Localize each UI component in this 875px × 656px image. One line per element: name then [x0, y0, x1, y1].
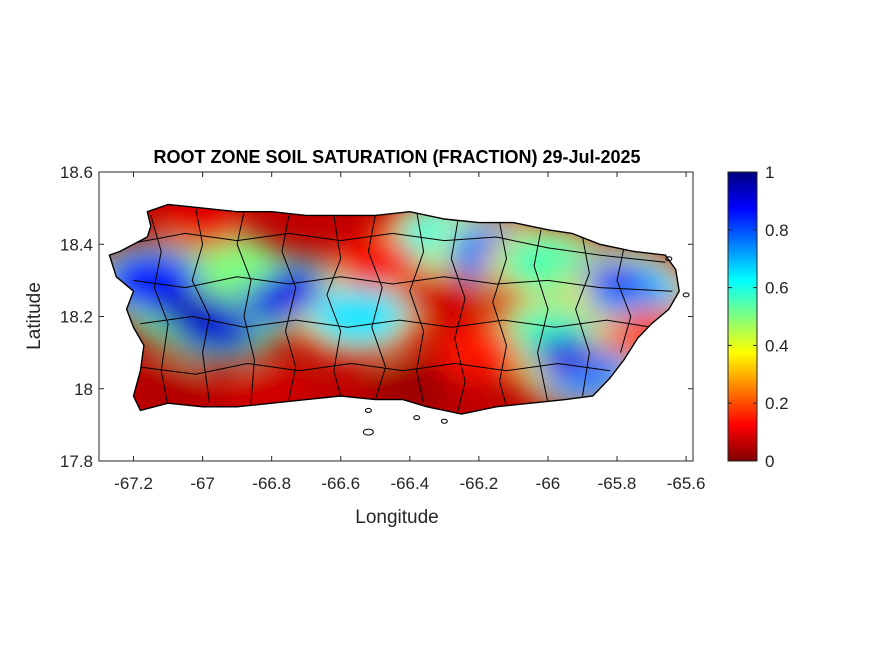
islet: [413, 415, 421, 421]
saturation-cell: [195, 235, 279, 290]
y-axis-label: Latitude: [24, 282, 45, 350]
islet: [362, 428, 374, 436]
municipality-boundary: [236, 211, 255, 404]
coastline: [108, 203, 680, 415]
saturation-core: [189, 305, 250, 342]
saturation-cell: [402, 271, 486, 326]
municipality-boundary: [326, 215, 342, 397]
colorbar-tick-label: 1: [765, 163, 774, 182]
islet: [364, 407, 372, 413]
saturation-cell: [437, 325, 521, 380]
saturation-cell: [126, 361, 210, 414]
municipality-boundary: [191, 208, 211, 404]
municipality-boundary: [492, 222, 508, 407]
saturation-cell: [309, 285, 407, 348]
map-title: ROOT ZONE SOIL SATURATION (FRACTION) 29-…: [153, 147, 640, 167]
y-tick-label: 18.4: [60, 235, 93, 254]
x-tick-label: -66.4: [390, 474, 429, 493]
x-tick-label: -66: [536, 474, 561, 493]
municipality-boundary: [367, 215, 387, 400]
x-axis-ticks: -67.2 -67 -66.8 -66.6 -66.4 -66.2 -66 -65.8 -65.…: [114, 172, 705, 493]
municipality-boundary: [150, 215, 169, 407]
municipality-boundary: [133, 276, 673, 292]
islet: [682, 292, 690, 298]
municipality-boundary: [616, 247, 632, 353]
municipality-boundary: [140, 315, 652, 328]
saturation-core: [120, 262, 181, 299]
municipality-boundary: [533, 229, 549, 404]
y-tick-label: 18.2: [60, 308, 93, 327]
colorbar-tick-label: 0.4: [765, 336, 789, 355]
saturation-core: [535, 334, 596, 371]
y-axis-ticks: 17.8 18 18.2 18.4 18.6: [60, 163, 693, 471]
colorbar-tick-label: 0.8: [765, 221, 789, 240]
x-tick-label: -67.2: [114, 474, 153, 493]
municipality-boundaries: [126, 208, 673, 411]
x-tick-label: -66.8: [252, 474, 291, 493]
colorbar-tick-label: 0.2: [765, 394, 789, 413]
x-tick-label: -65.6: [667, 474, 706, 493]
islets: [362, 256, 690, 436]
municipality-boundary: [140, 362, 611, 375]
x-tick-label: -66.2: [460, 474, 499, 493]
colorbar-tick-label: 0: [765, 452, 774, 471]
municipality-boundary: [126, 232, 666, 263]
colorbar-ticks: 0 0.2 0.4 0.6 0.8 1: [728, 163, 789, 471]
saturation-cell: [333, 235, 417, 290]
x-axis-label: Longitude: [355, 507, 438, 528]
soil-saturation-field: [109, 204, 680, 414]
y-tick-label: 18: [74, 380, 93, 399]
x-tick-label: -67: [190, 474, 215, 493]
municipality-boundary: [281, 215, 297, 400]
colorbar-tick-label: 0.6: [765, 279, 789, 298]
colorbar: [727, 171, 758, 462]
x-tick-label: -65.8: [598, 474, 637, 493]
y-tick-label: 17.8: [60, 452, 93, 471]
y-tick-label: 18.6: [60, 163, 93, 182]
islet: [440, 418, 448, 424]
municipality-boundary: [409, 211, 425, 404]
x-tick-label: -66.6: [321, 474, 360, 493]
municipality-boundary: [450, 218, 466, 411]
saturation-core: [258, 276, 319, 313]
islet: [665, 256, 673, 262]
